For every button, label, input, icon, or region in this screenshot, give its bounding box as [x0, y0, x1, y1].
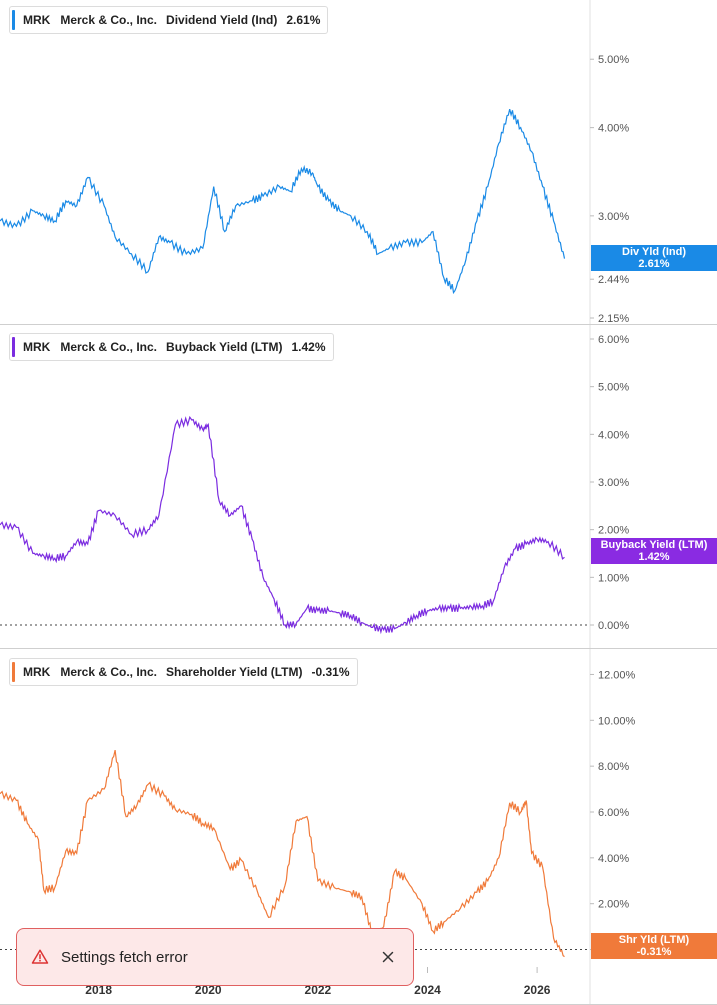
- series-line: [0, 749, 565, 958]
- dividend-yield-last-value-tag: Div Yld (Ind) 2.61%: [591, 245, 717, 271]
- dividend-yield-legend[interactable]: MRK Merck & Co., Inc. Dividend Yield (In…: [9, 6, 329, 34]
- tag-value: 2.61%: [638, 258, 670, 270]
- y-tick-label: 5.00%: [598, 382, 629, 394]
- y-tick-label: 4.00%: [598, 123, 629, 135]
- legend-metric: Dividend Yield (Ind): [166, 13, 278, 27]
- y-tick-label: 0.00%: [598, 620, 629, 632]
- buyback-yield-legend[interactable]: MRK Merck & Co., Inc. Buyback Yield (LTM…: [9, 333, 334, 361]
- buyback-yield-last-value-tag: Buyback Yield (LTM) 1.42%: [591, 538, 717, 564]
- y-tick-label: 8.00%: [598, 761, 629, 773]
- x-tick-label: 2026: [524, 983, 551, 997]
- x-tick-label: 2024: [414, 983, 441, 997]
- y-tick-label: 2.00%: [598, 525, 629, 537]
- series-line: [0, 415, 565, 635]
- legend-company: Merck & Co., Inc.: [60, 13, 158, 27]
- shareholder-yield-panel: 12.00%10.00%8.00%6.00%4.00%2.00%0.00%201…: [0, 649, 717, 1005]
- settings-error-toast: Settings fetch error: [16, 928, 414, 986]
- legend-ticker: MRK: [23, 665, 51, 679]
- series-line: [0, 108, 566, 295]
- y-tick-label: 5.00%: [598, 54, 629, 66]
- tag-value: 1.42%: [638, 551, 670, 563]
- buyback-yield-panel: 6.00% 5.00% 4.00% 3.00% 2.00% 1.00% 0.00% MRK …: [0, 325, 717, 649]
- toast-message: Settings fetch error: [61, 948, 188, 966]
- legend-company: Merck & Co., Inc.: [60, 340, 158, 354]
- legend-metric: Shareholder Yield (LTM): [166, 665, 303, 679]
- y-tick-label: 4.00%: [598, 853, 629, 865]
- legend-company: Merck & Co., Inc.: [60, 665, 158, 679]
- shareholder-yield-last-value-tag: Shr Yld (LTM) -0.31%: [591, 933, 717, 959]
- y-tick-label: 2.00%: [598, 899, 629, 911]
- dividend-yield-chart: 5.00% 4.00% 3.00% 2.44% 2.15%: [0, 0, 717, 325]
- legend-value: 2.61%: [286, 13, 321, 27]
- y-tick-label: 6.00%: [598, 334, 629, 346]
- legend-ticker: MRK: [23, 340, 51, 354]
- series-color-swatch: [12, 10, 15, 30]
- y-tick-label: 1.00%: [598, 572, 629, 584]
- y-tick-label: 6.00%: [598, 807, 629, 819]
- close-icon[interactable]: [379, 948, 397, 966]
- y-tick-label: 3.00%: [598, 211, 629, 223]
- legend-value: -0.31%: [311, 665, 350, 679]
- y-tick-label: 10.00%: [598, 715, 636, 727]
- tag-label: Div Yld (Ind): [622, 246, 686, 258]
- x-tick-label: 2018: [85, 983, 112, 997]
- shareholder-yield-legend[interactable]: MRK Merck & Co., Inc. Shareholder Yield …: [9, 658, 358, 686]
- x-tick-label: 2020: [195, 983, 222, 997]
- tag-label: Buyback Yield (LTM): [600, 539, 708, 551]
- series-color-swatch: [12, 662, 15, 682]
- buyback-yield-chart: 6.00% 5.00% 4.00% 3.00% 2.00% 1.00% 0.00%: [0, 325, 717, 649]
- legend-metric: Buyback Yield (LTM): [166, 340, 283, 354]
- tag-label: Shr Yld (LTM): [618, 934, 690, 946]
- series-color-swatch: [12, 337, 15, 357]
- y-tick-label: 2.15%: [598, 313, 629, 325]
- warning-icon: [31, 949, 49, 964]
- y-tick-label: 4.00%: [598, 429, 629, 441]
- x-tick-label: 2022: [305, 983, 332, 997]
- y-tick-label: 2.44%: [598, 274, 629, 286]
- y-tick-label: 3.00%: [598, 477, 629, 489]
- tag-value: -0.31%: [636, 946, 672, 958]
- legend-ticker: MRK: [23, 13, 51, 27]
- y-tick-label: 12.00%: [598, 669, 636, 681]
- legend-value: 1.42%: [291, 340, 326, 354]
- dividend-yield-panel: 5.00% 4.00% 3.00% 2.44% 2.15% MRK Merck & Co…: [0, 0, 717, 325]
